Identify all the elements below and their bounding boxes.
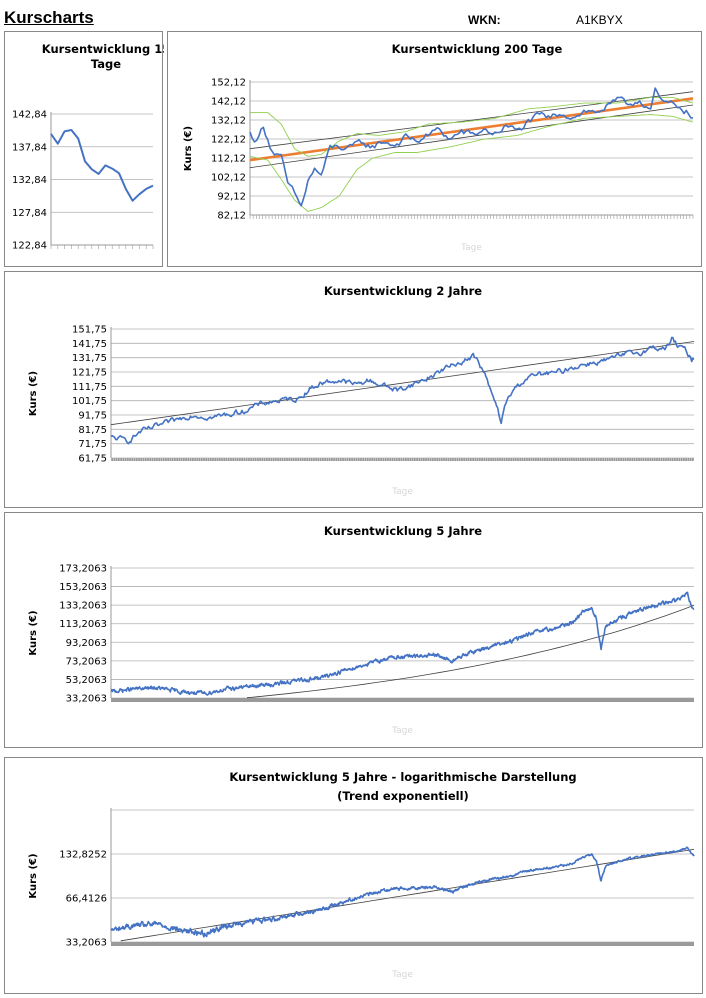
c200-ytick-label: 142,12 — [211, 97, 246, 108]
c5ylog-x-axis — [111, 942, 694, 946]
c5y-ytick-label: 53,2063 — [66, 675, 107, 686]
chart-panel-5-jahre-log: Kursentwicklung 5 Jahre - logarithmische… — [4, 757, 703, 994]
c5ylog-series-trend — [120, 848, 695, 942]
c15-ytick-label: 122,84 — [12, 241, 47, 252]
c200-ytick-label: 132,12 — [211, 116, 246, 127]
c15-ytick-label: 137,84 — [12, 142, 47, 153]
c5y-yaxis-label: Kurs (€) — [28, 610, 39, 655]
c5y-series-trend — [246, 604, 695, 699]
c2y-ytick-label: 101,75 — [72, 396, 107, 407]
c5ylog-ytick-label: 33,2063 — [66, 938, 107, 949]
wkn-value: A1KBYX — [576, 13, 623, 27]
c2y-title-line: Kursentwicklung 2 Jahre — [324, 284, 482, 298]
c2y-ytick-label: 111,75 — [72, 382, 107, 393]
c2y-ytick-label: 151,75 — [72, 325, 107, 336]
c5y-svg: Kursentwicklung 5 Jahre 173,2063 153,2063 1… — [28, 524, 695, 736]
page-title: Kurscharts — [4, 8, 94, 27]
chart-panel-200-tage: Kursentwicklung 200 Tage 152,12 142,12 132,… — [167, 31, 702, 267]
c5y-ytick-label: 33,2063 — [66, 694, 107, 705]
c5y-ytick-label: 93,2063 — [66, 638, 107, 649]
wkn-label: WKN: — [468, 13, 501, 27]
c200-series-trend — [249, 91, 694, 150]
c2y-ytick-label: 141,75 — [72, 339, 107, 350]
c5ylog-ytick-label: 66,4126 — [66, 894, 107, 905]
c2y-ytick-label: 121,75 — [72, 368, 107, 379]
chart-panel-15-tage: Kursentwicklung 15 Tage 142,84 137,84 132,84… — [4, 31, 164, 267]
c2y-ytick-label: 71,75 — [78, 439, 107, 450]
c5ylog-xaxis-label: Tage — [391, 970, 413, 980]
c200-series-trend_orange — [249, 97, 694, 162]
c2y-ytick-label: 81,75 — [78, 425, 107, 436]
c200-svg: Kursentwicklung 200 Tage 152,12 142,12 132,… — [183, 42, 694, 253]
c5ylog-ytick-label: 132,8252 — [59, 850, 107, 861]
c5y-ytick-label: 153,2063 — [59, 582, 107, 593]
c200-series-band — [249, 114, 694, 212]
chart-panel-2-jahre: Kursentwicklung 2 Jahre 151,75 141,75 131,7… — [4, 271, 703, 508]
c200-ytick-label: 82,12 — [217, 211, 246, 222]
c5ylog-yaxis-label: Kurs (€) — [28, 853, 39, 898]
c5y-ytick-label: 113,2063 — [59, 619, 107, 630]
c200-ytick-label: 122,12 — [211, 135, 246, 146]
c5ylog-series-price — [110, 846, 695, 938]
c200-series-band — [250, 96, 694, 157]
c15-title-line: Kursentwicklung 15 — [42, 42, 164, 56]
c15-ytick-label: 132,84 — [12, 175, 47, 186]
c200-series-price — [249, 87, 694, 207]
c200-series-trend — [249, 104, 694, 169]
c5y-title-line: Kursentwicklung 5 Jahre — [324, 524, 482, 538]
c200-ytick-label: 92,12 — [217, 192, 246, 203]
c2y-series-trend — [110, 341, 695, 426]
c5y-series-price — [110, 591, 695, 696]
chart-panel-5-jahre: Kursentwicklung 5 Jahre 173,2063 153,2063 1… — [4, 512, 703, 748]
c5y-ytick-label: 133,2063 — [59, 601, 107, 612]
c5ylog-svg: Kursentwicklung 5 Jahre - logarithmische… — [28, 770, 695, 980]
c2y-yaxis-label: Kurs (€) — [28, 371, 39, 416]
c5y-ytick-label: 73,2063 — [66, 656, 107, 667]
c5ylog-title-line: (Trend exponentiell) — [337, 789, 469, 803]
c2y-svg: Kursentwicklung 2 Jahre 151,75 141,75 131,7… — [28, 284, 695, 497]
c2y-xaxis-label: Tage — [391, 487, 413, 497]
c200-ytick-label: 102,12 — [211, 173, 246, 184]
c5ylog-title-line: Kursentwicklung 5 Jahre - logarithmische… — [229, 770, 576, 784]
c200-yaxis-label: Kurs (€) — [183, 126, 194, 171]
c200-ytick-label: 112,12 — [211, 154, 246, 165]
c5y-xaxis-label: Tage — [391, 726, 413, 736]
c200-xaxis-label: Tage — [460, 243, 482, 253]
c15-title-line: Tage — [91, 57, 121, 71]
c5y-ytick-label: 173,2063 — [59, 564, 107, 575]
c15-ytick-label: 127,84 — [12, 208, 47, 219]
c200-ytick-label: 152,12 — [211, 78, 246, 89]
c15-series-price — [50, 129, 154, 202]
c5y-x-axis — [111, 698, 694, 702]
c2y-series-price — [110, 336, 695, 445]
c15-ytick-label: 142,84 — [12, 110, 47, 121]
c2y-ytick-label: 131,75 — [72, 353, 107, 364]
c200-title-line: Kursentwicklung 200 Tage — [392, 42, 563, 56]
c2y-ytick-label: 61,75 — [78, 454, 107, 465]
c2y-ytick-label: 91,75 — [78, 411, 107, 422]
